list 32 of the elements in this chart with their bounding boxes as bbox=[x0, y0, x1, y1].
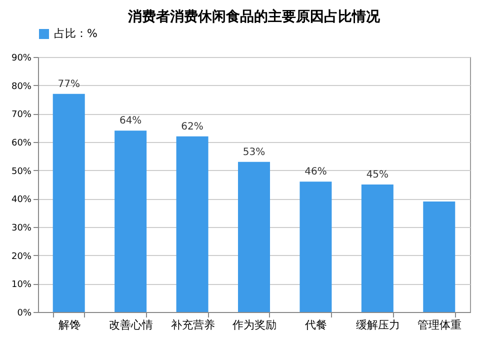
bar bbox=[423, 202, 456, 312]
y-tick-label: 40% bbox=[11, 195, 32, 206]
x-tick-label: 代餐 bbox=[304, 318, 328, 332]
bar bbox=[114, 130, 147, 312]
y-tick-label: 60% bbox=[11, 138, 32, 148]
legend-label: 占比：% bbox=[54, 27, 98, 40]
y-tick-label: 20% bbox=[11, 252, 32, 262]
text: 77% bbox=[58, 78, 80, 90]
x-tick-label: 管理体重 bbox=[418, 318, 462, 332]
x-tick-label: 缓解压力 bbox=[356, 318, 400, 332]
bar bbox=[176, 136, 208, 312]
y-tick-label: 50% bbox=[11, 166, 32, 177]
y-tick-label: 30% bbox=[11, 224, 32, 234]
x-tick-label: 补充营养 bbox=[170, 318, 215, 332]
x-tick-label: 作为奖励 bbox=[232, 318, 276, 332]
y-tick-label: 70% bbox=[11, 110, 32, 120]
bar bbox=[300, 182, 332, 312]
y-tick-label: 90% bbox=[11, 54, 32, 64]
y-tick-label: 0% bbox=[17, 308, 32, 318]
bar bbox=[52, 94, 85, 312]
y-tick-label: 10% bbox=[11, 280, 32, 290]
text: 64% bbox=[119, 116, 142, 127]
text: 62% bbox=[181, 121, 204, 132]
bar bbox=[238, 162, 270, 312]
bar bbox=[361, 184, 394, 312]
x-tick-label: 改善心情 bbox=[109, 318, 154, 332]
x-tick-label: 解馋 bbox=[58, 318, 80, 332]
text: 45% bbox=[366, 170, 389, 180]
y-tick-label: 80% bbox=[11, 82, 32, 92]
text: 46% bbox=[304, 166, 327, 178]
chart-title: 消费者消费休闲食品的主要原因占比情况 bbox=[127, 8, 381, 25]
text: 53% bbox=[242, 146, 266, 158]
